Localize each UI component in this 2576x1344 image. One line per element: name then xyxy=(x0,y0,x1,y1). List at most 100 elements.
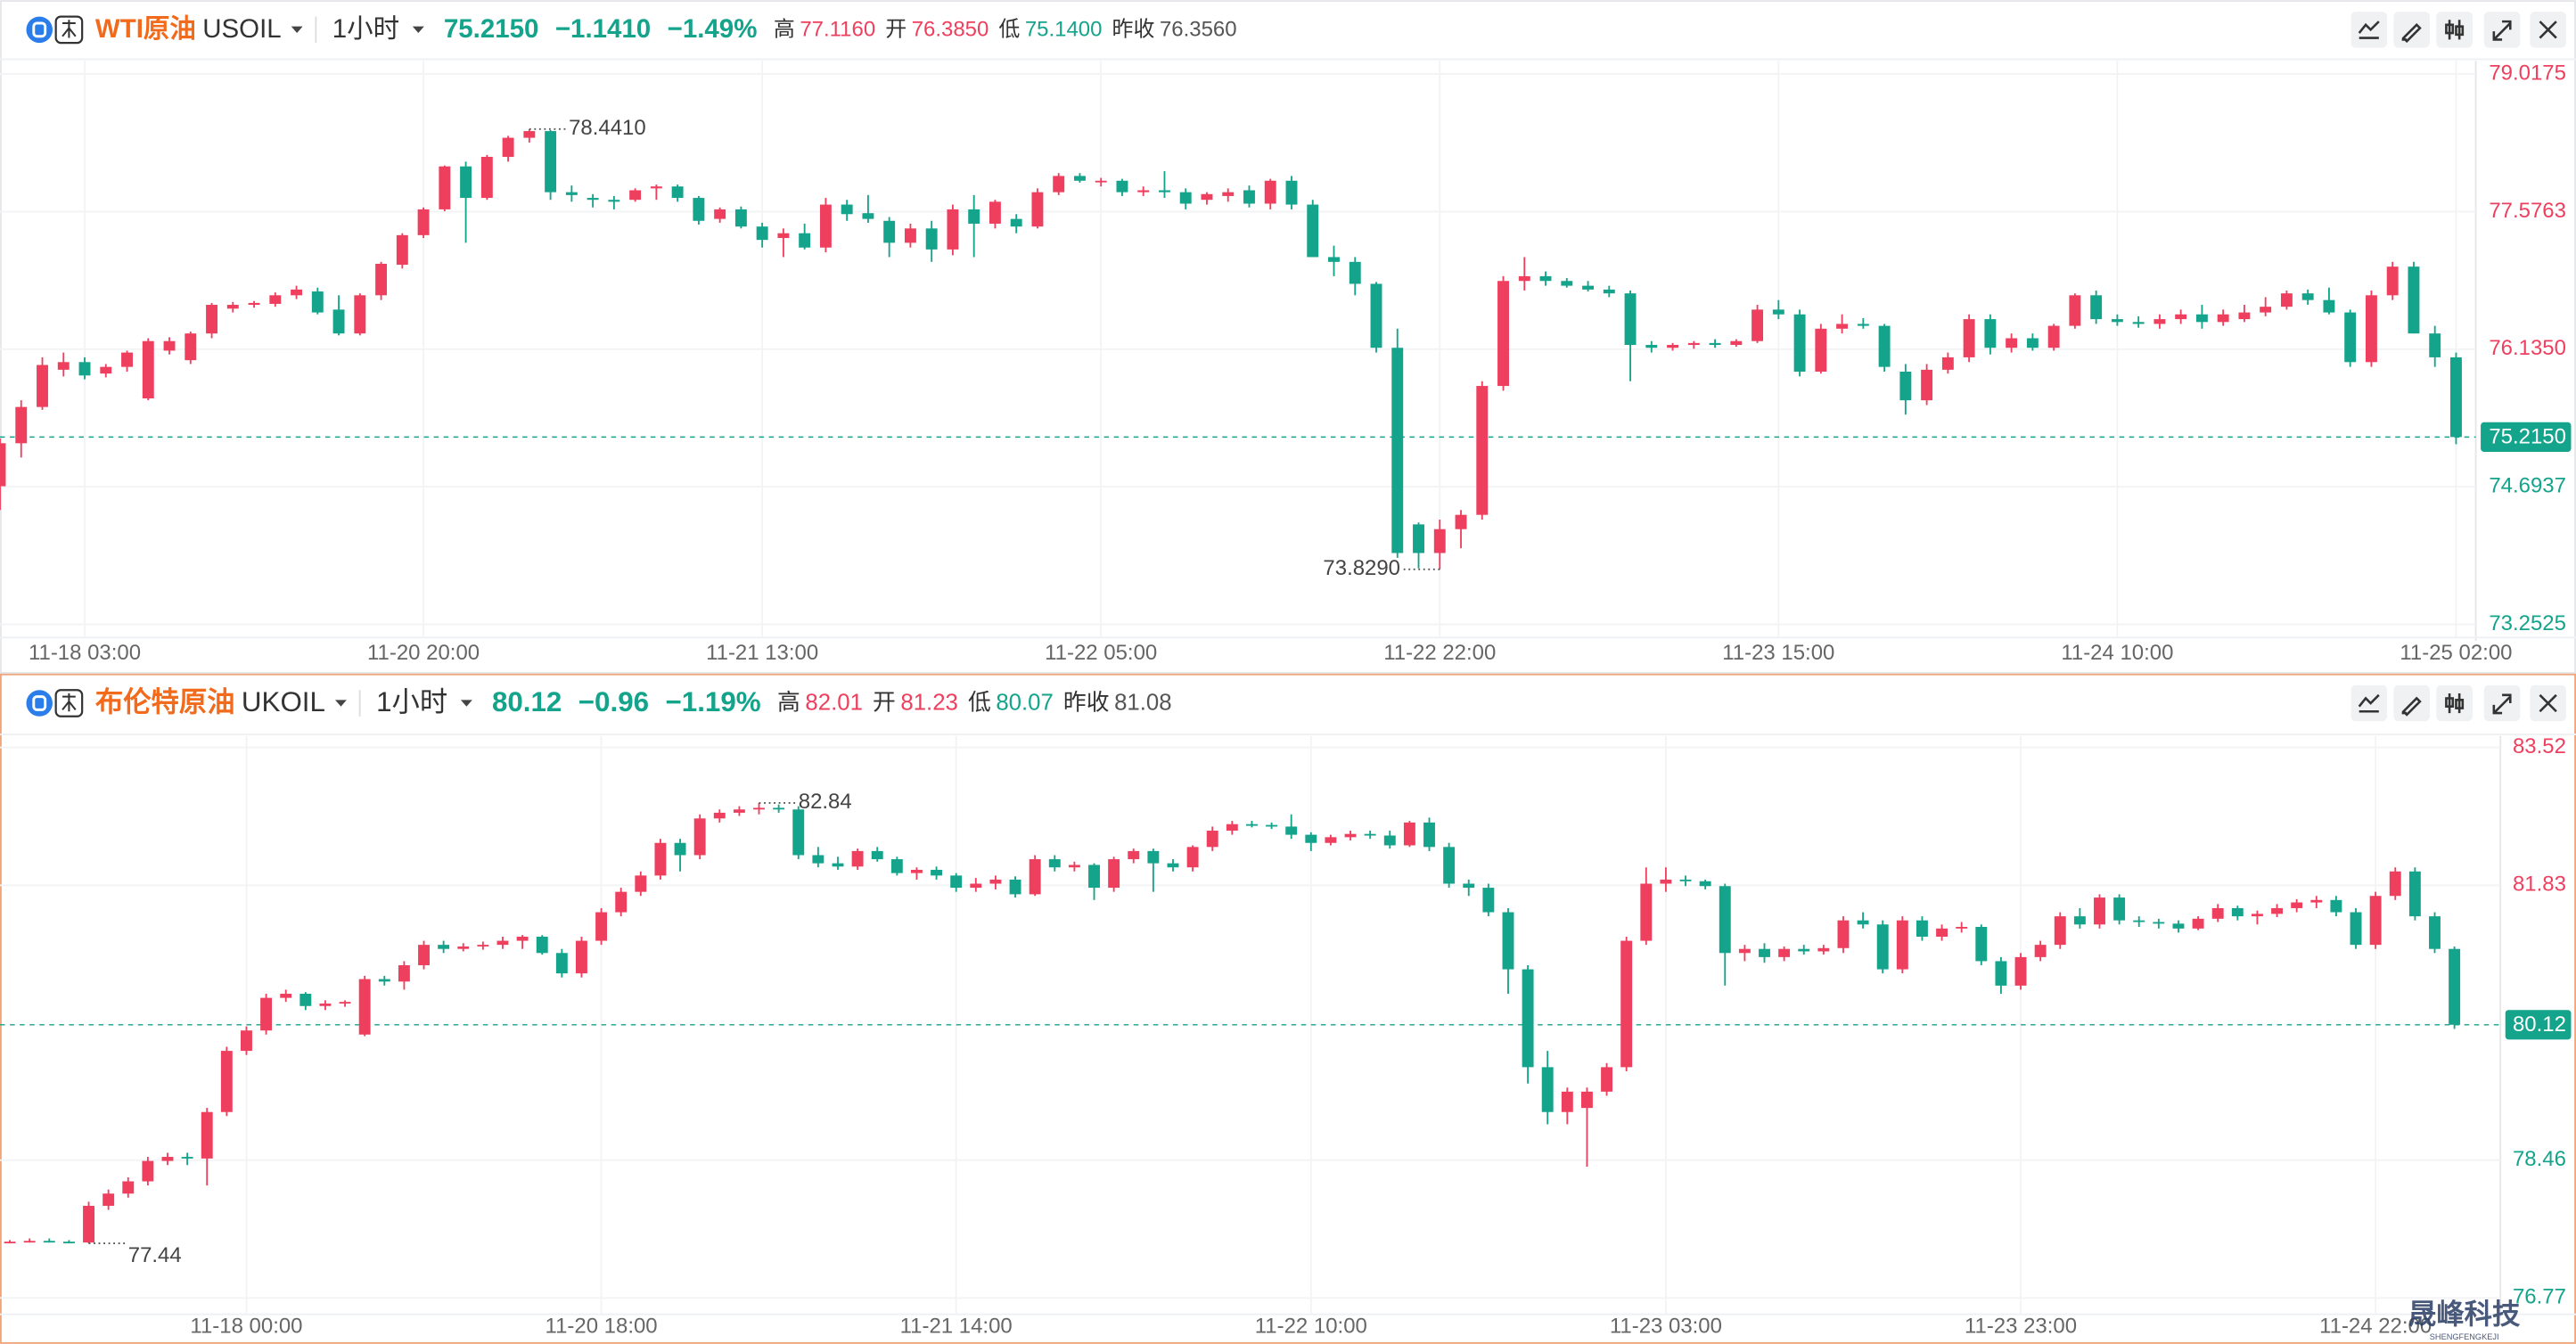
candle-body xyxy=(1349,261,1361,284)
source-icon-inner xyxy=(32,695,47,711)
candle-body xyxy=(339,1002,351,1004)
candle-body xyxy=(1455,514,1467,529)
candle-body xyxy=(819,204,832,248)
candle-body xyxy=(2133,920,2145,922)
x-tick-label: 11-24 10:00 xyxy=(2061,641,2173,665)
candle-body xyxy=(1660,879,1672,884)
candle-body xyxy=(1116,180,1128,193)
y-tick-label: 79.0175 xyxy=(2489,61,2566,85)
header-name[interactable]: 布伦特原油 xyxy=(95,686,235,717)
toolbar-button[interactable] xyxy=(2483,12,2521,48)
dropdown-caret[interactable] xyxy=(412,26,424,34)
candle-body xyxy=(1482,888,1495,913)
candle-body xyxy=(792,809,805,856)
candle-body xyxy=(1285,826,1298,835)
candle-body xyxy=(1391,348,1404,553)
header-low-label: 低 xyxy=(968,690,991,716)
candle-body xyxy=(375,263,388,296)
candle-body xyxy=(220,1051,233,1112)
current-price-badge xyxy=(2505,1010,2572,1040)
header-code[interactable]: USOIL xyxy=(202,14,281,44)
candle-body xyxy=(635,875,647,892)
candle-body xyxy=(1383,835,1396,846)
candle-body xyxy=(23,1241,36,1243)
header-interval[interactable]: 1小时 xyxy=(376,686,447,717)
header-low-label: 低 xyxy=(998,18,1020,42)
toolbar-button[interactable] xyxy=(2393,12,2430,48)
header-interval[interactable]: 1小时 xyxy=(332,14,399,44)
candle-body xyxy=(502,137,514,158)
toolbar-button[interactable] xyxy=(2436,684,2473,722)
candle-body xyxy=(1719,886,1731,954)
toolbar-button-bg xyxy=(2350,684,2388,722)
toolbar-button[interactable] xyxy=(2436,12,2473,48)
header-name[interactable]: WTI原油 xyxy=(95,14,196,44)
header-prev-close-label: 昨收 xyxy=(1112,18,1155,42)
candle-body xyxy=(1620,940,1633,1068)
candle-body xyxy=(1899,371,1912,401)
header-code[interactable]: UKOIL xyxy=(242,686,325,717)
candle-body xyxy=(398,965,410,982)
x-tick-label: 11-21 13:00 xyxy=(706,641,818,665)
dropdown-caret[interactable] xyxy=(335,700,347,707)
candle-body xyxy=(883,220,896,243)
candle-body xyxy=(1817,947,1830,952)
candle-body xyxy=(1307,204,1319,258)
dropdown-caret[interactable] xyxy=(291,26,303,34)
candle-body xyxy=(1601,1067,1613,1092)
y-tick-label: 74.6937 xyxy=(2489,474,2566,498)
candle-body xyxy=(950,875,963,889)
toolbar-button[interactable] xyxy=(2483,684,2521,722)
toolbar-icon xyxy=(2358,693,2380,713)
candle-body xyxy=(201,1111,213,1159)
candle-body xyxy=(1246,824,1258,826)
toolbar-button[interactable] xyxy=(2350,12,2388,48)
candle-body xyxy=(756,226,768,241)
header-prev-close: 81.08 xyxy=(1114,691,1172,716)
candle-body xyxy=(1984,319,1997,348)
candle-body xyxy=(753,807,765,810)
header-high: 77.1160 xyxy=(800,18,875,42)
candle-body xyxy=(4,1242,16,1244)
candle-body xyxy=(311,291,324,313)
candle-body xyxy=(671,186,684,199)
candle-body xyxy=(1699,881,1711,887)
candle-body xyxy=(1009,879,1021,895)
extreme-label: 73.8290 xyxy=(1323,556,1400,580)
candle-body xyxy=(122,1181,135,1194)
x-tick-label: 11-23 23:00 xyxy=(1965,1315,2077,1339)
candle-body xyxy=(947,209,959,250)
candle-body xyxy=(904,228,916,243)
candle-body xyxy=(2054,916,2066,946)
toolbar-button[interactable] xyxy=(2393,684,2430,722)
candle-body xyxy=(1186,847,1199,868)
x-tick-label: 11-22 22:00 xyxy=(1383,641,1496,665)
candle-body xyxy=(161,1157,174,1161)
header-prev-close: 76.3560 xyxy=(1160,18,1237,42)
candle-body xyxy=(1433,529,1446,553)
toolbar-button[interactable] xyxy=(2530,12,2566,48)
candle-body xyxy=(1325,837,1337,843)
candle-body xyxy=(1837,920,1850,948)
candle-body xyxy=(1759,948,1770,957)
x-tick-label: 11-18 03:00 xyxy=(29,641,141,665)
x-tick-label: 11-22 05:00 xyxy=(1045,641,1157,665)
toolbar-button[interactable] xyxy=(2350,684,2388,722)
candle-body xyxy=(970,883,982,889)
dropdown-caret[interactable] xyxy=(460,700,472,707)
candle-body xyxy=(319,1004,332,1006)
candle-body xyxy=(1344,833,1357,838)
candle-body xyxy=(576,940,587,974)
toolbar-button[interactable] xyxy=(2530,684,2566,722)
panel-border xyxy=(0,673,2576,1344)
candle-body xyxy=(1798,948,1810,952)
candle-body xyxy=(523,131,536,138)
toolbar-icon xyxy=(2492,693,2512,715)
candle-body xyxy=(2291,902,2303,908)
candle-body xyxy=(142,1160,154,1182)
candle-body xyxy=(565,192,578,195)
candle-body xyxy=(2094,897,2105,925)
y-tick-label: 76.1350 xyxy=(2489,336,2566,360)
candle-body xyxy=(1815,328,1827,372)
